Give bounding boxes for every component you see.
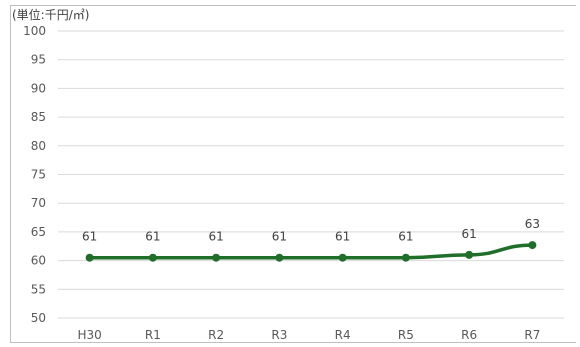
x-tick-label: R7 — [524, 328, 540, 342]
data-point — [275, 253, 284, 262]
x-tick-label: R1 — [145, 328, 161, 342]
y-tick-label: 100 — [23, 24, 46, 38]
data-labels: 61 61 61 61 61 61 61 63 — [82, 217, 540, 244]
y-tick-label: 75 — [31, 168, 46, 182]
data-point — [212, 253, 221, 262]
series-layer — [85, 241, 537, 262]
y-tick-label: 65 — [31, 225, 46, 239]
data-label: 63 — [525, 217, 540, 231]
x-tick-label: R6 — [461, 328, 477, 342]
gridlines — [58, 30, 564, 319]
data-label: 61 — [461, 227, 476, 241]
x-axis-ticks: H30 R1 R2 R3 R4 R5 R6 R7 — [77, 328, 540, 342]
y-tick-label: 80 — [31, 139, 46, 153]
y-tick-label: 85 — [31, 110, 46, 124]
data-point — [401, 253, 410, 262]
unit-label: (単位:千円/㎡) — [12, 8, 90, 22]
data-point — [465, 250, 474, 259]
data-label: 61 — [398, 230, 413, 244]
x-tick-label: R4 — [335, 328, 351, 342]
y-tick-label: 70 — [31, 196, 46, 210]
x-tick-label: R2 — [208, 328, 224, 342]
data-point — [148, 253, 157, 262]
y-axis-ticks: 100 95 90 85 80 75 70 65 60 55 50 — [23, 24, 46, 325]
data-point — [338, 253, 347, 262]
x-tick-label: H30 — [77, 328, 101, 342]
data-label: 61 — [272, 230, 287, 244]
data-point — [528, 241, 537, 250]
y-tick-label: 50 — [31, 311, 46, 325]
data-label: 61 — [208, 230, 223, 244]
data-point — [85, 253, 94, 262]
x-tick-label: R3 — [271, 328, 287, 342]
x-tick-label: R5 — [398, 328, 414, 342]
data-label: 61 — [145, 230, 160, 244]
y-tick-label: 55 — [31, 282, 46, 296]
data-label: 61 — [82, 230, 97, 244]
y-tick-label: 95 — [31, 53, 46, 67]
y-tick-label: 90 — [31, 81, 46, 95]
data-label: 61 — [335, 230, 350, 244]
y-tick-label: 60 — [31, 254, 46, 268]
